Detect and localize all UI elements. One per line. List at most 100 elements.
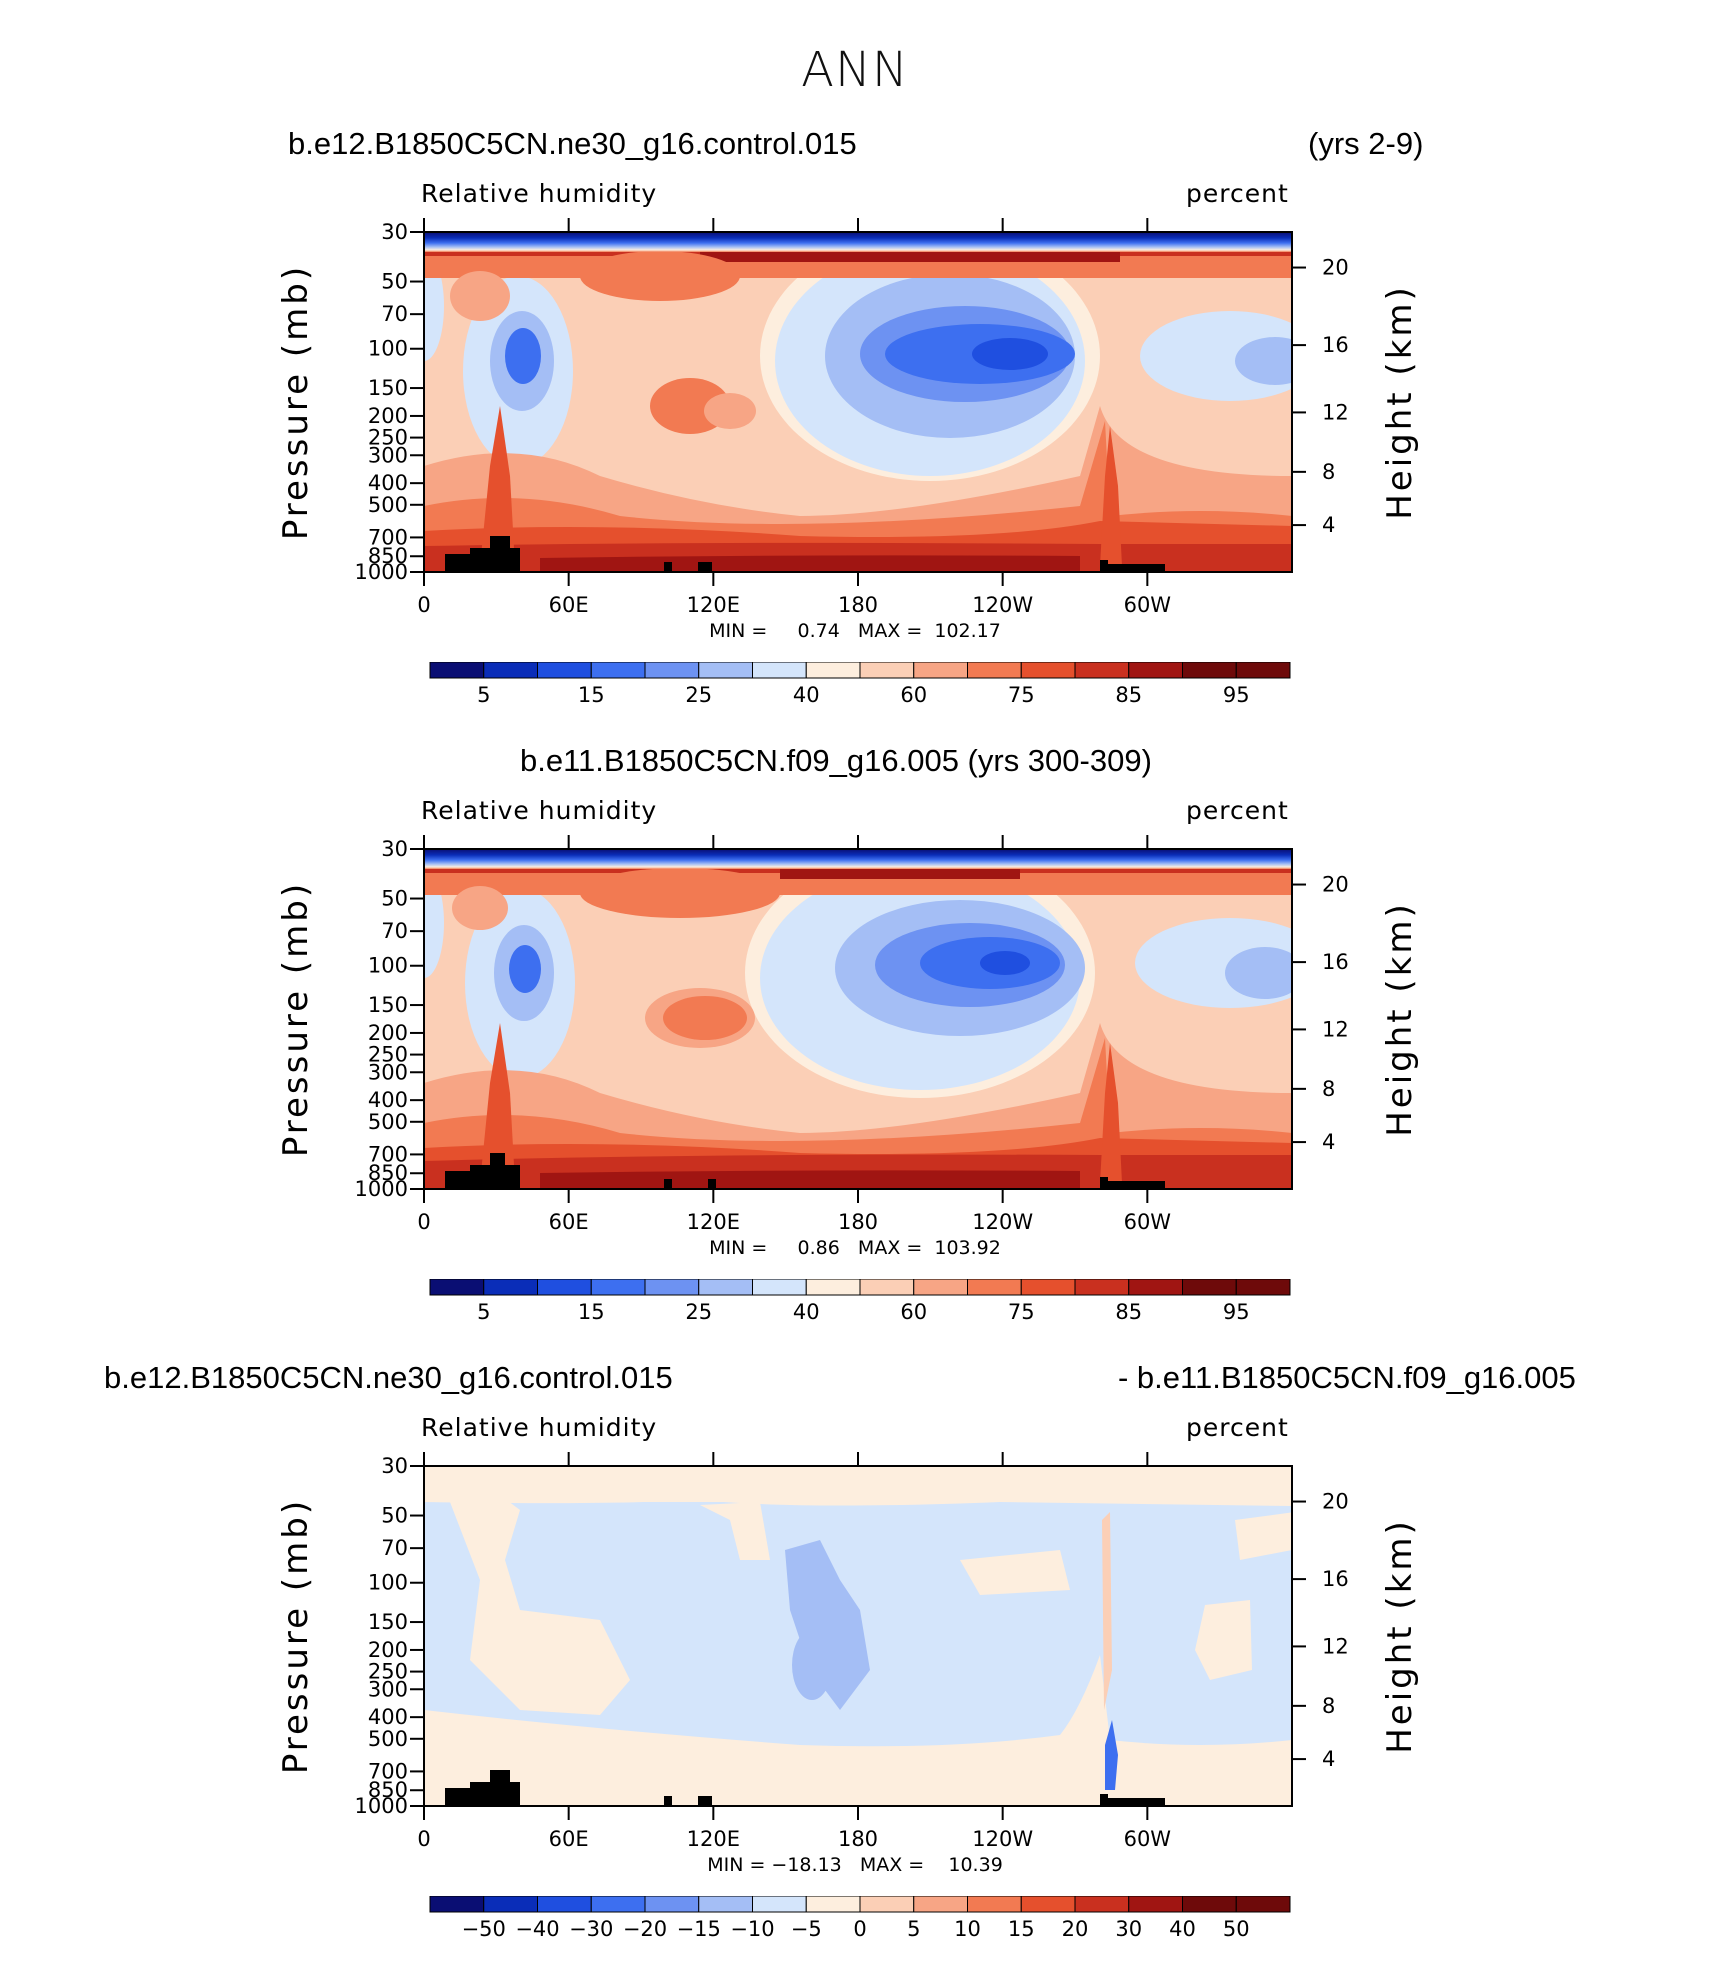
x-tick-label: 60W [1124,1210,1172,1234]
x-tick-label: 60W [1124,1827,1172,1851]
x-tick-label: 120W [972,1827,1033,1851]
colorbar-label: −50 [462,1917,506,1941]
y-tick-label-left: 400 [368,1705,408,1729]
x-tick-label: 0 [417,593,430,617]
colorbar-box [859,662,915,679]
colorbar-label: −20 [623,1917,667,1941]
colorbar-box [1182,1279,1237,1296]
y-tick-label-left: 1000 [355,560,408,584]
colorbar-box [537,662,592,679]
y-tick-label-left: 100 [368,1571,408,1595]
panel2 [0,793,1710,1293]
x-tick-label: 60E [549,593,589,617]
panel2-plot [423,848,1293,1190]
colorbar-box [913,662,968,679]
colorbar-label: 25 [685,683,712,707]
panel1-left-title: b.e12.B1850C5CN.ne30_g16.control.015 [288,126,857,161]
y-tick-label-left: 30 [381,220,408,244]
y-tick-label-left: 700 [368,1759,408,1783]
colorbar-label: 20 [1062,1917,1089,1941]
y-tick-label-left: 500 [368,493,408,517]
x-tick-label: 60W [1124,593,1172,617]
colorbar-box [537,1279,592,1296]
panel1-colorbar: 5 15 25 40 60 75 85 95 [429,662,1291,707]
y-tick-label-right: 12 [1322,400,1349,424]
y-tick-label-right: 12 [1322,1634,1349,1658]
y-tick-label-left: 30 [381,837,408,861]
panel2-y-right-title: Height (km) [1380,901,1420,1137]
y-tick-label-left: 500 [368,1727,408,1751]
colorbar-box [429,1279,485,1296]
colorbar-label: 0 [853,1917,866,1941]
panel1-y-left-title: Pressure (mb) [276,263,316,541]
colorbar-label: 5 [907,1917,920,1941]
colorbar-label: 85 [1115,683,1142,707]
colorbar-box [644,1279,700,1296]
panel2-variable-label: Relative humidity [421,796,658,825]
x-tick-label: 180 [838,1210,878,1234]
colorbar-box [483,662,538,679]
x-tick-label: 120E [687,593,740,617]
colorbar-box [805,1896,861,1913]
y-tick-label-right: 8 [1322,1694,1335,1718]
colorbar-box [698,1896,753,1913]
y-tick-label-left: 850 [368,1778,408,1802]
y-tick-label-right: 16 [1322,333,1349,357]
y-tick-label-left: 70 [381,919,408,943]
panel1-y-right-title: Height (km) [1380,284,1420,520]
panel3-y-right-title: Height (km) [1380,1518,1420,1754]
x-tick-label: 60E [549,1827,589,1851]
panel3-units-label: percent [1186,1413,1289,1442]
colorbar-box [752,1279,807,1296]
colorbar-box [913,1279,968,1296]
colorbar-label: 5 [477,683,490,707]
y-tick-label-left: 700 [368,1142,408,1166]
panel1-variable-label: Relative humidity [421,179,658,208]
colorbar-box [967,1279,1022,1296]
y-tick-label-left: 70 [381,302,408,326]
colorbar-label: −30 [569,1917,613,1941]
colorbar-label: 15 [578,683,605,707]
x-tick-label: 120W [972,1210,1033,1234]
colorbar-box [1128,1896,1183,1913]
y-tick-label-left: 30 [381,1454,408,1478]
y-tick-label-left: 50 [381,270,408,294]
y-tick-label-left: 250 [368,1660,408,1684]
colorbar-label: 75 [1008,683,1035,707]
panel2-colorbar: 5 15 25 40 60 75 85 95 [429,1279,1291,1324]
y-tick-label-left: 300 [368,443,408,467]
y-tick-label-left: 50 [381,887,408,911]
x-tick-label: 120E [687,1210,740,1234]
panel2-min-max: MIN = 0.86 MAX = 103.92 [709,1237,1001,1259]
colorbar-label: 60 [900,1300,927,1324]
colorbar-label: 15 [1008,1917,1035,1941]
page-title: ANN [801,42,909,98]
colorbar-label: 25 [685,1300,712,1324]
y-tick-label-left: 850 [368,1161,408,1185]
y-tick-label-left: 700 [368,525,408,549]
panel2-center-title: b.e11.B1850C5CN.f09_g16.005 (yrs 300-309… [520,743,1152,778]
colorbar-box [752,1896,807,1913]
colorbar-box [752,662,807,679]
colorbar-label: 5 [477,1300,490,1324]
colorbar-label: 10 [954,1917,981,1941]
y-tick-label-left: 400 [368,1088,408,1112]
colorbar-label: 95 [1223,683,1250,707]
colorbar-box [537,1896,592,1913]
colorbar-box [1235,1896,1291,1913]
panel1-right-title: (yrs 2-9) [1308,126,1424,161]
x-tick-label: 120E [687,1827,740,1851]
colorbar-box [913,1896,968,1913]
colorbar-label: 60 [900,683,927,707]
colorbar-box [1074,1279,1130,1296]
panel3-plot [423,1465,1293,1807]
y-tick-label-right: 16 [1322,950,1349,974]
colorbar-box [967,1896,1022,1913]
colorbar-box [590,1896,646,1913]
y-tick-label-left: 200 [368,404,408,428]
x-tick-label: 60E [549,1210,589,1234]
colorbar-box [1182,1896,1237,1913]
y-tick-label-left: 150 [368,993,408,1017]
